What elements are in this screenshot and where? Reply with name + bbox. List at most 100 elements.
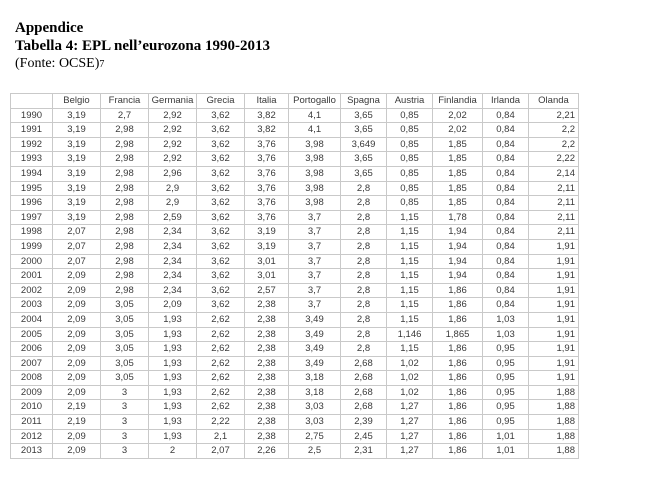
value-cell: 2,31 <box>340 443 387 459</box>
value-cell: 2,8 <box>340 224 387 240</box>
value-cell: 1,91 <box>528 282 579 299</box>
value-cell: 2,07 <box>52 238 101 255</box>
value-cell: 0,85 <box>386 151 433 167</box>
value-cell: 3,62 <box>196 238 245 255</box>
year-cell: 2000 <box>10 253 53 270</box>
table-header-row: Belgio Francia Germania Grecia Italia Portoga… <box>10 93 579 109</box>
year-cell: 1995 <box>10 180 53 197</box>
value-cell: 2,98 <box>100 253 149 270</box>
value-cell: 1,91 <box>528 238 579 255</box>
value-cell: 1,27 <box>386 414 433 430</box>
value-cell: 3,19 <box>52 151 101 167</box>
value-cell: 3,7 <box>288 253 341 270</box>
value-cell: 0,84 <box>482 224 529 240</box>
value-cell: 3,62 <box>196 122 245 138</box>
value-cell: 1,91 <box>528 370 579 386</box>
value-cell: 3,05 <box>100 355 149 372</box>
value-cell: 2,8 <box>340 238 387 255</box>
value-cell: 2,14 <box>528 165 579 182</box>
value-cell: 0,84 <box>482 122 529 138</box>
table-row-1995: 1995 3,19 2,98 2,9 3,62 3,76 3,98 2,8 0,85 1,85 0,… <box>10 180 579 197</box>
value-cell: 2,9 <box>148 195 197 211</box>
table-row-2008: 2008 2,09 3,05 1,93 2,62 2,38 3,18 2,68 1,02 1,86… <box>10 370 579 386</box>
value-cell: 3,62 <box>196 136 245 153</box>
year-cell: 1991 <box>10 122 53 138</box>
value-cell: 3,65 <box>340 165 387 182</box>
value-cell: 2,11 <box>528 224 579 240</box>
value-cell: 2,19 <box>52 399 101 416</box>
value-cell: 2,38 <box>244 384 289 401</box>
year-cell: 2012 <box>10 428 53 445</box>
value-cell: 3,76 <box>244 209 289 226</box>
table-row-2009: 2009 2,09 3 1,93 2,62 2,38 3,18 2,68 1,02 1,86 0,9… <box>10 384 579 401</box>
value-cell: 2,38 <box>244 326 289 343</box>
column-header-finlandia: Finlandia <box>432 93 483 109</box>
value-cell: 2,8 <box>340 297 387 313</box>
table-row-2010: 2010 2,19 3 1,93 2,62 2,38 3,03 2,68 1,27 1,86 0,9… <box>10 399 579 416</box>
value-cell: 2,8 <box>340 253 387 270</box>
value-cell: 2,07 <box>196 443 245 459</box>
value-cell: 3,05 <box>100 341 149 357</box>
year-cell: 2011 <box>10 414 53 430</box>
value-cell: 3,76 <box>244 136 289 153</box>
year-cell: 2005 <box>10 326 53 343</box>
value-cell: 1,93 <box>148 399 197 416</box>
value-cell: 3,19 <box>52 180 101 197</box>
year-cell: 2013 <box>10 443 53 459</box>
value-cell: 3,62 <box>196 195 245 211</box>
value-cell: 2,98 <box>100 165 149 182</box>
year-cell: 2010 <box>10 399 53 416</box>
value-cell: 1,86 <box>432 414 483 430</box>
value-cell: 3,7 <box>288 268 341 284</box>
value-cell: 4,1 <box>288 122 341 138</box>
value-cell: 3,18 <box>288 384 341 401</box>
value-cell: 1,86 <box>432 399 483 416</box>
value-cell: 3,82 <box>244 107 289 124</box>
value-cell: 1,85 <box>432 136 483 153</box>
value-cell: 0,95 <box>482 370 529 386</box>
value-cell: 0,95 <box>482 384 529 401</box>
value-cell: 3,05 <box>100 326 149 343</box>
value-cell: 2,09 <box>148 297 197 313</box>
value-cell: 0,84 <box>482 209 529 226</box>
value-cell: 2,62 <box>196 355 245 372</box>
value-cell: 1,146 <box>386 326 433 343</box>
value-cell: 2,98 <box>100 122 149 138</box>
value-cell: 3,19 <box>244 238 289 255</box>
value-cell: 1,91 <box>528 297 579 313</box>
value-cell: 2,98 <box>100 195 149 211</box>
value-cell: 3,03 <box>288 399 341 416</box>
value-cell: 2,8 <box>340 341 387 357</box>
value-cell: 2,34 <box>148 268 197 284</box>
value-cell: 3,65 <box>340 107 387 124</box>
value-cell: 3 <box>100 443 149 459</box>
value-cell: 2,68 <box>340 399 387 416</box>
table-row-1998: 1998 2,07 2,98 2,34 3,62 3,19 3,7 2,8 1,15 1,94 0,… <box>10 224 579 240</box>
value-cell: 1,15 <box>386 297 433 313</box>
table-row-1994: 1994 3,19 2,98 2,96 3,62 3,76 3,98 3,65 0,85 1,85… <box>10 165 579 182</box>
value-cell: 3,19 <box>52 209 101 226</box>
table-row-2013: 2013 2,09 3 2 2,07 2,26 2,5 2,31 1,27 1,86 1,01 1,8… <box>10 443 579 459</box>
table-row-2004: 2004 2,09 3,05 1,93 2,62 2,38 3,49 2,8 1,15 1,86 1… <box>10 311 579 328</box>
value-cell: 1,86 <box>432 282 483 299</box>
value-cell: 2,02 <box>432 122 483 138</box>
value-cell: 1,15 <box>386 209 433 226</box>
value-cell: 1,03 <box>482 326 529 343</box>
value-cell: 2,2 <box>528 122 579 138</box>
value-cell: 2,34 <box>148 238 197 255</box>
value-cell: 0,85 <box>386 122 433 138</box>
value-cell: 2,98 <box>100 180 149 197</box>
value-cell: 2,62 <box>196 399 245 416</box>
value-cell: 1,94 <box>432 224 483 240</box>
value-cell: 1,86 <box>432 443 483 459</box>
value-cell: 3,62 <box>196 224 245 240</box>
value-cell: 2,8 <box>340 195 387 211</box>
value-cell: 2,09 <box>52 341 101 357</box>
value-cell: 3,98 <box>288 195 341 211</box>
value-cell: 3,98 <box>288 180 341 197</box>
value-cell: 1,88 <box>528 428 579 445</box>
value-cell: 3,82 <box>244 122 289 138</box>
value-cell: 2,34 <box>148 224 197 240</box>
value-cell: 2,34 <box>148 253 197 270</box>
